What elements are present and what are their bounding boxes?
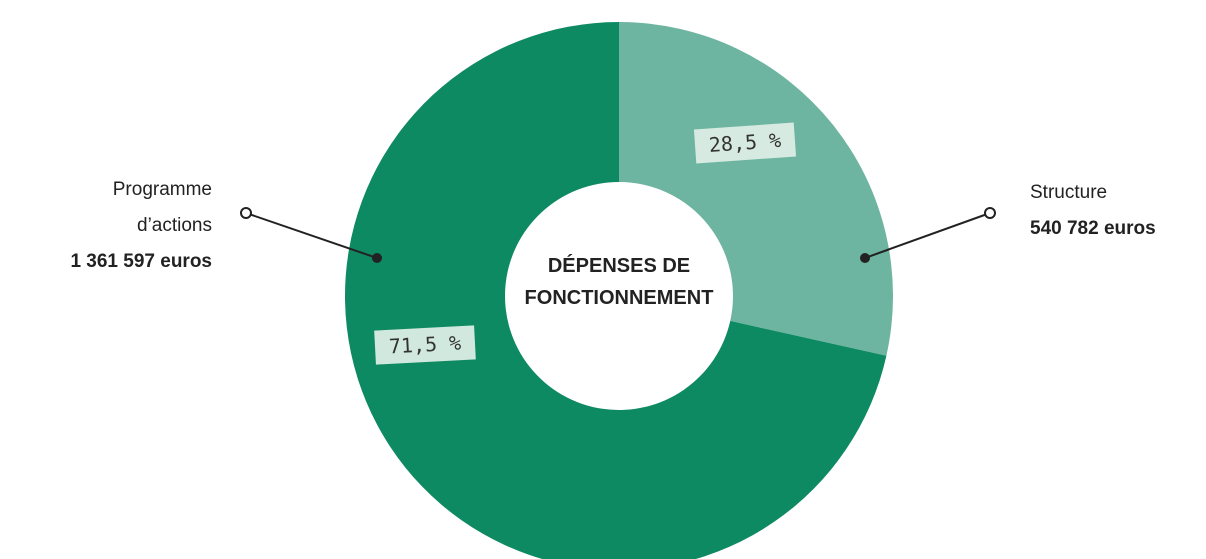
- leader-line: [864, 212, 991, 259]
- category-label: Programme d’actions: [112, 179, 212, 236]
- slice-label: Structure 540 782 euros: [1030, 175, 1200, 247]
- value-label: 28,5 %: [693, 122, 797, 164]
- chart-title: DÉPENSES DE FONCTIONNEMENT: [524, 255, 714, 309]
- category-label: Structure: [1030, 182, 1108, 203]
- leader-dot: [860, 253, 870, 263]
- label-tape: [374, 325, 476, 365]
- value-label-text: 28,5 %: [708, 128, 782, 157]
- slice: [345, 22, 887, 559]
- value-label-text: 71,5 %: [388, 331, 461, 359]
- leader-line: [245, 212, 378, 259]
- leader-end: [240, 207, 252, 219]
- leader-end: [984, 207, 996, 219]
- value-label: 71,5 %: [374, 325, 476, 365]
- amount-label: 540 782 euros: [1030, 218, 1156, 239]
- leader-dot: [372, 253, 382, 263]
- label-tape: [693, 122, 797, 164]
- slice: [619, 22, 893, 356]
- amount-label: 1 361 597 euros: [70, 251, 212, 272]
- slice-label: Programme d’actions 1 361 597 euros: [0, 172, 212, 280]
